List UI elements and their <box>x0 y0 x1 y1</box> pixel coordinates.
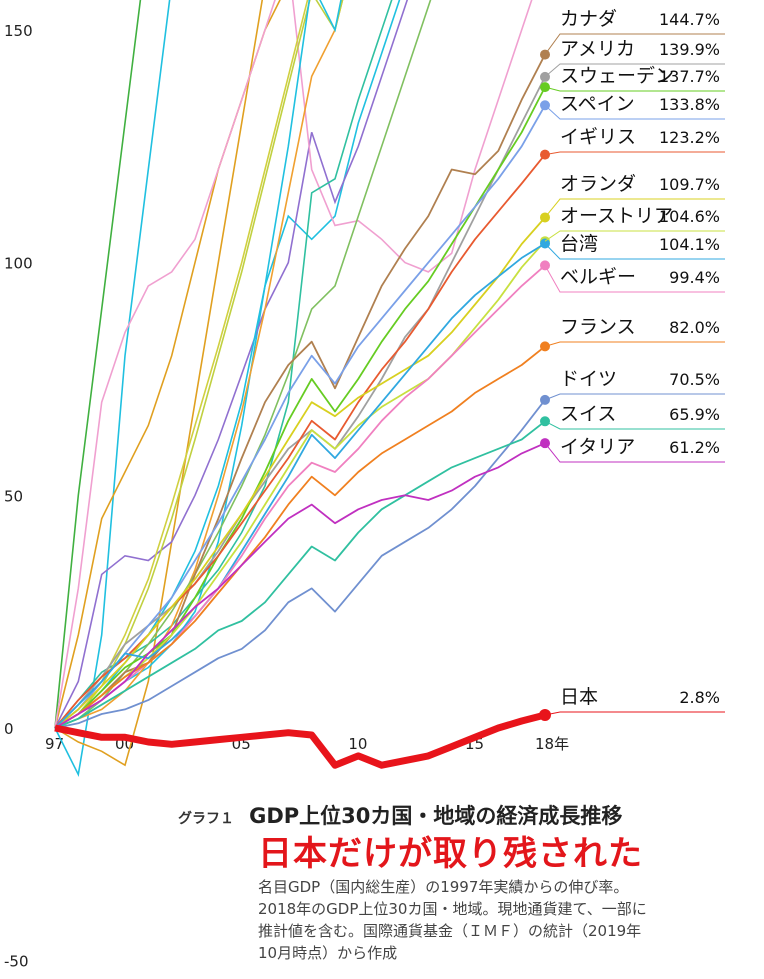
label-leader-line <box>544 104 725 120</box>
series-line <box>54 420 546 729</box>
series-line <box>54 86 546 729</box>
label-leader-line <box>544 442 725 463</box>
series-name-label: イタリア <box>560 436 635 458</box>
graph-number: グラフ１ <box>178 811 234 827</box>
background-series-line <box>54 0 142 729</box>
series-name-label: フランス <box>560 316 636 338</box>
y-tick-label: 150 <box>4 22 33 40</box>
background-series-line <box>54 0 281 729</box>
series-name-label: イギリス <box>560 126 636 148</box>
x-tick-label: 18年 <box>535 735 569 753</box>
background-series-line <box>54 0 432 729</box>
series-value-label: 123.2% <box>659 128 720 147</box>
background-series-line <box>54 0 264 767</box>
chart-title: GDP上位30カ国・地域の経済成長推移 <box>249 804 623 828</box>
background-series-line <box>54 0 533 729</box>
series-name-label: スウェーデン <box>560 65 674 87</box>
background-country-lines <box>54 0 533 778</box>
background-series-line <box>54 0 171 778</box>
label-leader-line <box>544 243 725 260</box>
background-series-line <box>54 0 401 729</box>
background-series-line <box>54 0 309 729</box>
y-tick-label: 0 <box>4 720 14 738</box>
label-leader-line <box>544 198 725 218</box>
series-name-label: 台湾 <box>560 233 598 255</box>
series-line <box>54 154 546 729</box>
background-series-line <box>54 0 342 729</box>
series-value-label: 104.6% <box>659 207 720 226</box>
series-value-label: 104.1% <box>659 235 720 254</box>
label-leader-line <box>544 711 725 716</box>
headline: 日本だけが取り残された <box>258 834 643 874</box>
background-series-line <box>54 0 344 729</box>
labeled-country-lines <box>54 49 551 769</box>
series-value-label: 139.9% <box>659 40 720 59</box>
series-name-label: ドイツ <box>560 368 617 390</box>
series-line <box>54 216 546 729</box>
y-axis: 150 100 50 0 -50 <box>4 22 33 971</box>
x-tick-label: 10 <box>348 735 367 753</box>
series-name-label: カナダ <box>560 8 617 30</box>
series-line <box>54 399 546 729</box>
series-value-label: 61.2% <box>669 438 720 457</box>
series-name-label: オランダ <box>560 173 636 195</box>
series-line <box>54 711 546 769</box>
label-leader-line <box>544 341 725 347</box>
series-name-label: アメリカ <box>560 38 635 60</box>
label-leader-line <box>544 265 725 293</box>
label-leader-line <box>544 393 725 401</box>
background-series-line <box>54 0 344 729</box>
series-value-label: 99.4% <box>669 268 720 287</box>
background-series-line <box>54 0 409 729</box>
source-note: 名目GDP（国内総生産）の1997年実績からの伸び率。2018年のGDP上位30… <box>258 878 647 962</box>
series-line <box>54 442 546 729</box>
label-leader-line <box>544 33 725 55</box>
series-value-label: 82.0% <box>669 318 720 337</box>
series-line <box>54 264 546 729</box>
x-tick-label: 97 <box>45 735 64 753</box>
series-value-label: 109.7% <box>659 175 720 194</box>
y-tick-label: 100 <box>4 255 33 273</box>
y-tick-label: -50 <box>4 953 29 971</box>
series-value-label: 137.7% <box>659 67 720 86</box>
series-value-label: 65.9% <box>669 405 720 424</box>
label-leader-line <box>544 420 725 430</box>
series-name-label: オーストリア <box>560 205 673 227</box>
series-value-label: 133.8% <box>659 95 720 114</box>
background-series-line <box>54 0 393 729</box>
label-leader-line <box>544 151 725 156</box>
series-line <box>54 242 546 729</box>
series-name-label: スイス <box>560 403 616 425</box>
series-line <box>54 345 546 729</box>
series-value-label: 70.5% <box>669 370 720 389</box>
y-tick-label: 50 <box>4 487 23 505</box>
label-leader-line <box>544 230 725 242</box>
series-value-label: 144.7% <box>659 10 720 29</box>
label-leader-line <box>544 63 725 78</box>
series-name-label: スペイン <box>560 93 635 115</box>
series-name-label: ベルギー <box>560 266 636 288</box>
caption-title-row: グラフ１ GDP上位30カ国・地域の経済成長推移 <box>178 800 738 830</box>
series-line <box>54 76 546 729</box>
series-line <box>54 104 546 729</box>
label-leader-line <box>544 86 725 92</box>
series-name-label: 日本 <box>560 686 598 708</box>
series-value-label: 2.8% <box>679 688 720 707</box>
